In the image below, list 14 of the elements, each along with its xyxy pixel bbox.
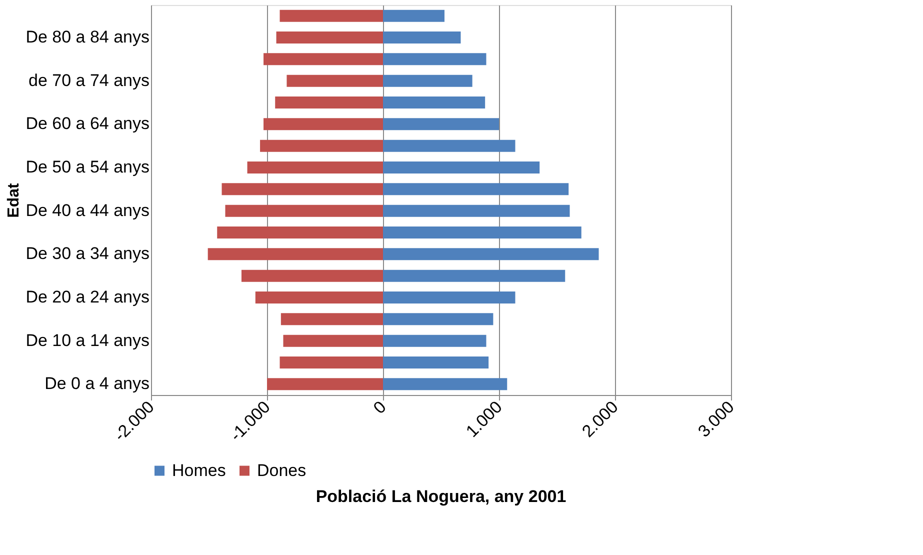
y-tick-label: De 60 a 64 anys — [26, 114, 150, 134]
text: Població La Noguera, any 2001 — [316, 487, 566, 506]
y-tick-label: De 30 a 34 anys — [26, 244, 150, 264]
y-axis-title: Edat — [6, 182, 23, 218]
y-tick-label: De 40 a 44 anys — [26, 200, 150, 220]
legend-label: Dones — [257, 460, 306, 480]
y-tick-label: De 10 a 14 anys — [26, 330, 150, 350]
y-tick-label: De 0 a 4 anys — [44, 374, 150, 394]
y-tick-label: De 20 a 24 anys — [26, 288, 150, 306]
x-tick-label: 0 — [370, 397, 390, 418]
legend-label: Homes — [172, 460, 226, 480]
y-tick-label: De 80 a 84 anys — [26, 28, 150, 46]
y-tick-label: de 70 a 74 anys — [28, 70, 150, 90]
y-tick-label: De 50 a 54 anys — [26, 158, 150, 176]
